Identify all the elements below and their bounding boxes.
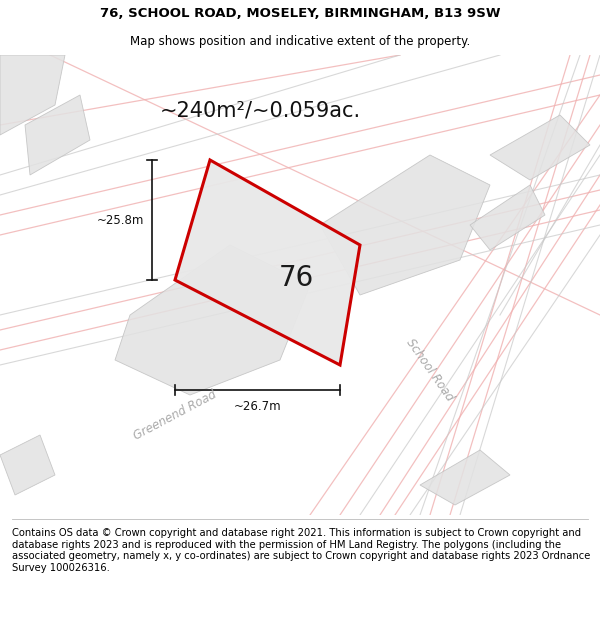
- Text: Greenend Road: Greenend Road: [131, 388, 219, 442]
- Text: School Road: School Road: [404, 336, 456, 404]
- Text: ~25.8m: ~25.8m: [97, 214, 144, 226]
- Polygon shape: [0, 435, 55, 495]
- Text: ~26.7m: ~26.7m: [233, 400, 281, 413]
- Text: 76: 76: [278, 264, 314, 291]
- Polygon shape: [0, 55, 65, 135]
- Polygon shape: [420, 450, 510, 505]
- Polygon shape: [115, 245, 310, 395]
- Text: Map shows position and indicative extent of the property.: Map shows position and indicative extent…: [130, 35, 470, 48]
- Text: 76, SCHOOL ROAD, MOSELEY, BIRMINGHAM, B13 9SW: 76, SCHOOL ROAD, MOSELEY, BIRMINGHAM, B1…: [100, 8, 500, 20]
- Polygon shape: [25, 95, 90, 175]
- Polygon shape: [470, 185, 545, 250]
- Polygon shape: [175, 160, 360, 365]
- Polygon shape: [490, 115, 590, 180]
- Text: ~240m²/~0.059ac.: ~240m²/~0.059ac.: [160, 100, 361, 120]
- Polygon shape: [320, 155, 490, 295]
- Text: Contains OS data © Crown copyright and database right 2021. This information is : Contains OS data © Crown copyright and d…: [12, 528, 590, 573]
